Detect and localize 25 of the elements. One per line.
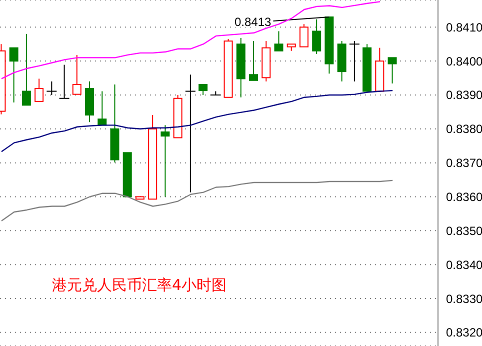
y-tick-label: 0.8390 [446, 88, 482, 102]
y-tick-label: 0.8330 [446, 292, 482, 306]
y-tick-label: 0.8410 [446, 20, 482, 34]
y-tick-label: 0.8400 [446, 54, 482, 68]
y-tick-label: 0.8340 [446, 258, 482, 272]
candlestick [160, 124, 170, 198]
text: 港元兑人民币汇率4小时图 [52, 276, 227, 295]
candlestick [34, 78, 44, 102]
y-tick-label: 0.8380 [446, 122, 482, 136]
y-tick-label: 0.8320 [446, 326, 482, 340]
candlestick [249, 40, 258, 81]
candlestick [72, 54, 82, 95]
annotation: 0.8413 [234, 14, 272, 29]
candlestick [9, 46, 18, 103]
candlestick [312, 18, 322, 54]
candlestick [388, 57, 397, 84]
candlestick [274, 30, 284, 52]
y-tick-label: 0.8370 [446, 156, 482, 170]
candlestick [299, 24, 308, 48]
candlestick [198, 84, 208, 96]
y-tick-label: 0.8360 [446, 190, 482, 204]
line-series [0, 1, 381, 80]
line-series [0, 90, 394, 152]
y-tick-label: 0.8350 [446, 224, 482, 238]
candlestick [22, 33, 31, 106]
